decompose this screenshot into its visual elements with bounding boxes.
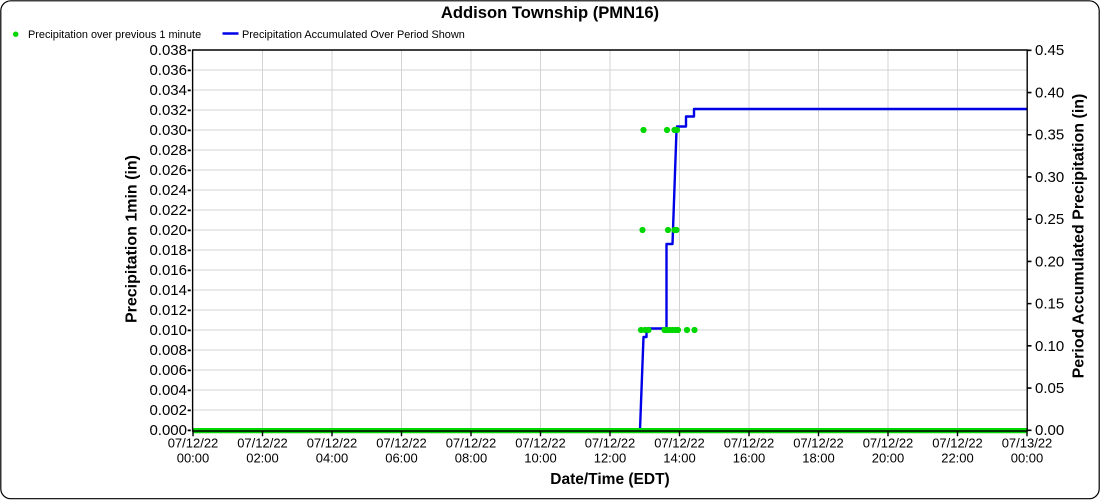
svg-text:07/12/22: 07/12/22 bbox=[446, 436, 497, 451]
svg-text:0.000: 0.000 bbox=[149, 422, 187, 439]
svg-text:00:00: 00:00 bbox=[177, 451, 210, 466]
svg-text:0.020: 0.020 bbox=[149, 222, 187, 239]
svg-text:0.15: 0.15 bbox=[1035, 296, 1064, 313]
svg-text:07/12/22: 07/12/22 bbox=[237, 436, 288, 451]
svg-text:0.034: 0.034 bbox=[149, 82, 187, 99]
svg-text:07/12/22: 07/12/22 bbox=[307, 436, 358, 451]
svg-text:Period Accumulated Precipitati: Period Accumulated Precipitation (in) bbox=[1071, 94, 1088, 379]
svg-text:20:00: 20:00 bbox=[872, 451, 905, 466]
svg-text:0.45: 0.45 bbox=[1035, 42, 1064, 59]
svg-text:22:00: 22:00 bbox=[941, 451, 974, 466]
svg-text:07/12/22: 07/12/22 bbox=[376, 436, 427, 451]
svg-text:0.012: 0.012 bbox=[149, 302, 187, 319]
svg-text:0.00: 0.00 bbox=[1035, 422, 1064, 439]
svg-text:07/12/22: 07/12/22 bbox=[585, 436, 636, 451]
svg-text:0.006: 0.006 bbox=[149, 362, 187, 379]
svg-text:0.002: 0.002 bbox=[149, 402, 187, 419]
svg-text:0.032: 0.032 bbox=[149, 102, 187, 119]
svg-text:00:00: 00:00 bbox=[1011, 451, 1044, 466]
svg-text:Addison Township (PMN16): Addison Township (PMN16) bbox=[441, 3, 659, 22]
svg-text:10:00: 10:00 bbox=[524, 451, 557, 466]
svg-text:0.022: 0.022 bbox=[149, 202, 187, 219]
svg-text:0.20: 0.20 bbox=[1035, 253, 1064, 270]
svg-text:0.004: 0.004 bbox=[149, 382, 187, 399]
svg-text:0.008: 0.008 bbox=[149, 342, 187, 359]
svg-text:0.014: 0.014 bbox=[149, 282, 187, 299]
svg-text:0.038: 0.038 bbox=[149, 42, 187, 59]
svg-text:Date/Time (EDT): Date/Time (EDT) bbox=[550, 471, 669, 488]
svg-text:0.016: 0.016 bbox=[149, 262, 187, 279]
svg-text:07/12/22: 07/12/22 bbox=[515, 436, 566, 451]
svg-text:07/12/22: 07/12/22 bbox=[654, 436, 705, 451]
svg-text:07/12/22: 07/12/22 bbox=[932, 436, 983, 451]
svg-text:0.024: 0.024 bbox=[149, 182, 187, 199]
svg-text:12:00: 12:00 bbox=[594, 451, 627, 466]
svg-text:0.05: 0.05 bbox=[1035, 380, 1064, 397]
svg-text:06:00: 06:00 bbox=[385, 451, 418, 466]
svg-text:0.010: 0.010 bbox=[149, 322, 187, 339]
svg-text:18:00: 18:00 bbox=[802, 451, 835, 466]
svg-text:0.40: 0.40 bbox=[1035, 84, 1064, 101]
svg-text:0.018: 0.018 bbox=[149, 242, 187, 259]
svg-text:16:00: 16:00 bbox=[733, 451, 766, 466]
svg-text:0.030: 0.030 bbox=[149, 122, 187, 139]
svg-text:0.028: 0.028 bbox=[149, 142, 187, 159]
svg-text:07/12/22: 07/12/22 bbox=[168, 436, 219, 451]
svg-text:0.036: 0.036 bbox=[149, 62, 187, 79]
svg-text:Precipitation over previous 1: Precipitation over previous 1 minute bbox=[28, 29, 201, 41]
svg-text:Precipitation 1min (in): Precipitation 1min (in) bbox=[124, 155, 141, 323]
svg-text:07/12/22: 07/12/22 bbox=[863, 436, 914, 451]
svg-text:07/13/22: 07/13/22 bbox=[1002, 436, 1053, 451]
svg-text:07/12/22: 07/12/22 bbox=[793, 436, 844, 451]
svg-text:Precipitation Accumulated Over: Precipitation Accumulated Over Period Sh… bbox=[242, 29, 465, 41]
svg-text:0.10: 0.10 bbox=[1035, 338, 1064, 355]
svg-text:02:00: 02:00 bbox=[246, 451, 279, 466]
svg-text:0.30: 0.30 bbox=[1035, 169, 1064, 186]
svg-text:07/12/22: 07/12/22 bbox=[724, 436, 775, 451]
svg-text:0.25: 0.25 bbox=[1035, 211, 1064, 228]
svg-text:14:00: 14:00 bbox=[663, 451, 696, 466]
svg-text:0.35: 0.35 bbox=[1035, 127, 1064, 144]
svg-text:08:00: 08:00 bbox=[455, 451, 488, 466]
svg-text:04:00: 04:00 bbox=[316, 451, 349, 466]
svg-text:0.026: 0.026 bbox=[149, 162, 187, 179]
